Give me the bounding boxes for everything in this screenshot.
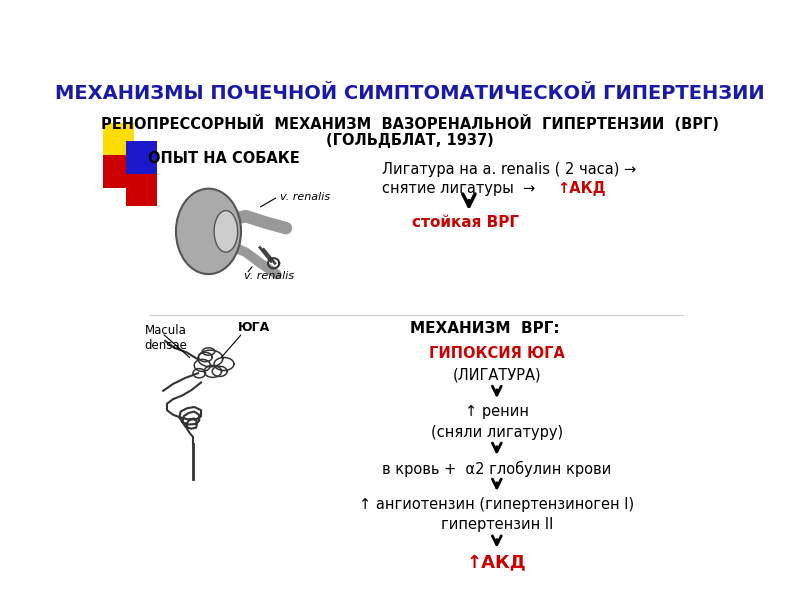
Text: ↑ ангиотензин (гипертензиноген I): ↑ ангиотензин (гипертензиноген I) <box>359 497 634 512</box>
Text: (ГОЛЬДБЛАТ, 1937): (ГОЛЬДБЛАТ, 1937) <box>326 133 494 148</box>
Text: МЕХАНИЗМ  ВРГ:: МЕХАНИЗМ ВРГ: <box>410 320 560 335</box>
Text: стойкая ВРГ: стойкая ВРГ <box>412 215 519 230</box>
Bar <box>103 123 134 155</box>
Text: снятие лигатуры  →: снятие лигатуры → <box>382 181 540 196</box>
Bar <box>126 141 157 173</box>
Text: ОПЫТ НА СОБАКЕ: ОПЫТ НА СОБАКЕ <box>148 151 300 166</box>
Text: МЕХАНИЗМЫ ПОЧЕЧНОЙ СИМПТОМАТИЧЕСКОЙ ГИПЕРТЕНЗИИ: МЕХАНИЗМЫ ПОЧЕЧНОЙ СИМПТОМАТИЧЕСКОЙ ГИПЕ… <box>55 83 765 103</box>
Ellipse shape <box>214 211 238 252</box>
Text: ↑АКД: ↑АКД <box>467 553 526 571</box>
Text: ↑ ренин: ↑ ренин <box>465 404 529 419</box>
Text: v. renalis: v. renalis <box>280 192 330 202</box>
Text: ЮГА: ЮГА <box>238 322 270 334</box>
Text: Macula
densae: Macula densae <box>145 324 187 352</box>
Text: ГИПОКСИЯ ЮГА: ГИПОКСИЯ ЮГА <box>429 346 565 361</box>
Text: (ЛИГАТУРА): (ЛИГАТУРА) <box>453 368 541 383</box>
Text: гипертензин II: гипертензин II <box>441 517 553 532</box>
Ellipse shape <box>176 188 241 274</box>
Text: РЕНОПРЕССОРНЫЙ  МЕХАНИЗМ  ВАЗОРЕНАЛЬНОЙ  ГИПЕРТЕНЗИИ  (ВРГ): РЕНОПРЕССОРНЫЙ МЕХАНИЗМ ВАЗОРЕНАЛЬНОЙ ГИ… <box>101 115 719 131</box>
Bar <box>103 155 134 187</box>
Bar <box>126 173 157 206</box>
Text: (сняли лигатуру): (сняли лигатуру) <box>430 425 563 440</box>
Text: в кровь +  α2 глобулин крови: в кровь + α2 глобулин крови <box>382 461 611 476</box>
Text: ↑АКД: ↑АКД <box>558 181 606 196</box>
Text: Лигатура на а. renalis ( 2 часа) →: Лигатура на а. renalis ( 2 часа) → <box>382 161 636 176</box>
Text: v. renalis: v. renalis <box>244 271 294 281</box>
